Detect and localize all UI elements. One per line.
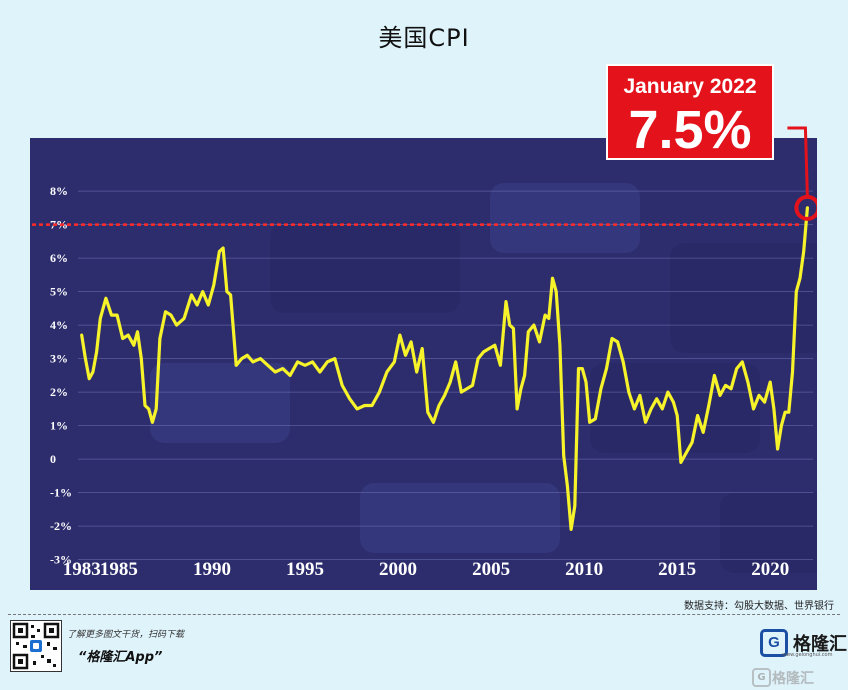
x-tick-label: 2000 <box>379 559 417 580</box>
data-source-note: 数据支持：勾股大数据、世界银行 <box>684 601 834 612</box>
footer-divider <box>8 614 840 615</box>
texture-shape <box>490 183 640 253</box>
y-tick-label: 6% <box>50 251 68 265</box>
y-tick-label: 0 <box>50 452 56 466</box>
y-tick-label: 2% <box>50 385 68 399</box>
y-tick-label: -1% <box>50 486 72 500</box>
y-tick-label: 4% <box>50 318 68 332</box>
chart-svg: 8% 7% 6% 5% 4% 3% 2% 1% 0 -1% -2% -3%1983 1985 1990 19… <box>30 64 817 590</box>
x-tick-label: 2005 <box>472 559 510 580</box>
x-tick-label: 1983 <box>63 559 101 580</box>
y-tick-label: -2% <box>50 519 72 533</box>
qr-code-image <box>10 620 62 672</box>
annotation-value-label: 7.5% <box>628 100 751 160</box>
y-tick-label: -3% <box>50 553 72 567</box>
annotation-date-label: January 2022 <box>623 75 756 98</box>
x-tick-label: 2010 <box>565 559 603 580</box>
x-tick-label: 2015 <box>658 559 696 580</box>
logo-name: 格隆汇 <box>793 634 847 655</box>
texture-shape <box>720 493 817 573</box>
y-tick-label: 5% <box>50 285 68 299</box>
watermark-text: 格隆汇 <box>772 671 814 687</box>
y-tick-label: 8% <box>50 184 68 198</box>
annotation-box <box>606 64 774 160</box>
x-tick-label: 1995 <box>286 559 324 580</box>
promo-app-name: “格隆汇App” <box>78 650 163 665</box>
texture-shape <box>150 363 290 443</box>
promo-text: 了解更多图文干货，扫码下载 <box>67 630 185 640</box>
annotation-connector <box>787 126 809 197</box>
y-tick-label: 3% <box>50 352 68 366</box>
texture-shape <box>360 483 560 553</box>
y-tick-label: 1% <box>50 419 68 433</box>
brand-logo: G 格隆汇 <box>760 629 847 657</box>
x-tick-label: 1990 <box>193 559 231 580</box>
watermark-letter-icon: G <box>752 668 771 687</box>
page-title: 美国CPI <box>378 24 470 52</box>
cpi-series-line <box>80 206 810 531</box>
x-tick-label: 1985 <box>100 559 138 580</box>
x-tick-label: 2020 <box>751 559 789 580</box>
logo-letter-icon: G <box>760 629 788 657</box>
y-tick-label: 7% <box>50 218 68 232</box>
logo-url: www.gelonghui.com <box>782 652 833 658</box>
texture-shape <box>270 223 460 313</box>
cpi-chart: 8% 7% 6% 5% 4% 3% 2% 1% 0 -1% -2% -3% 1983 1985 1990 19… <box>30 63 817 590</box>
